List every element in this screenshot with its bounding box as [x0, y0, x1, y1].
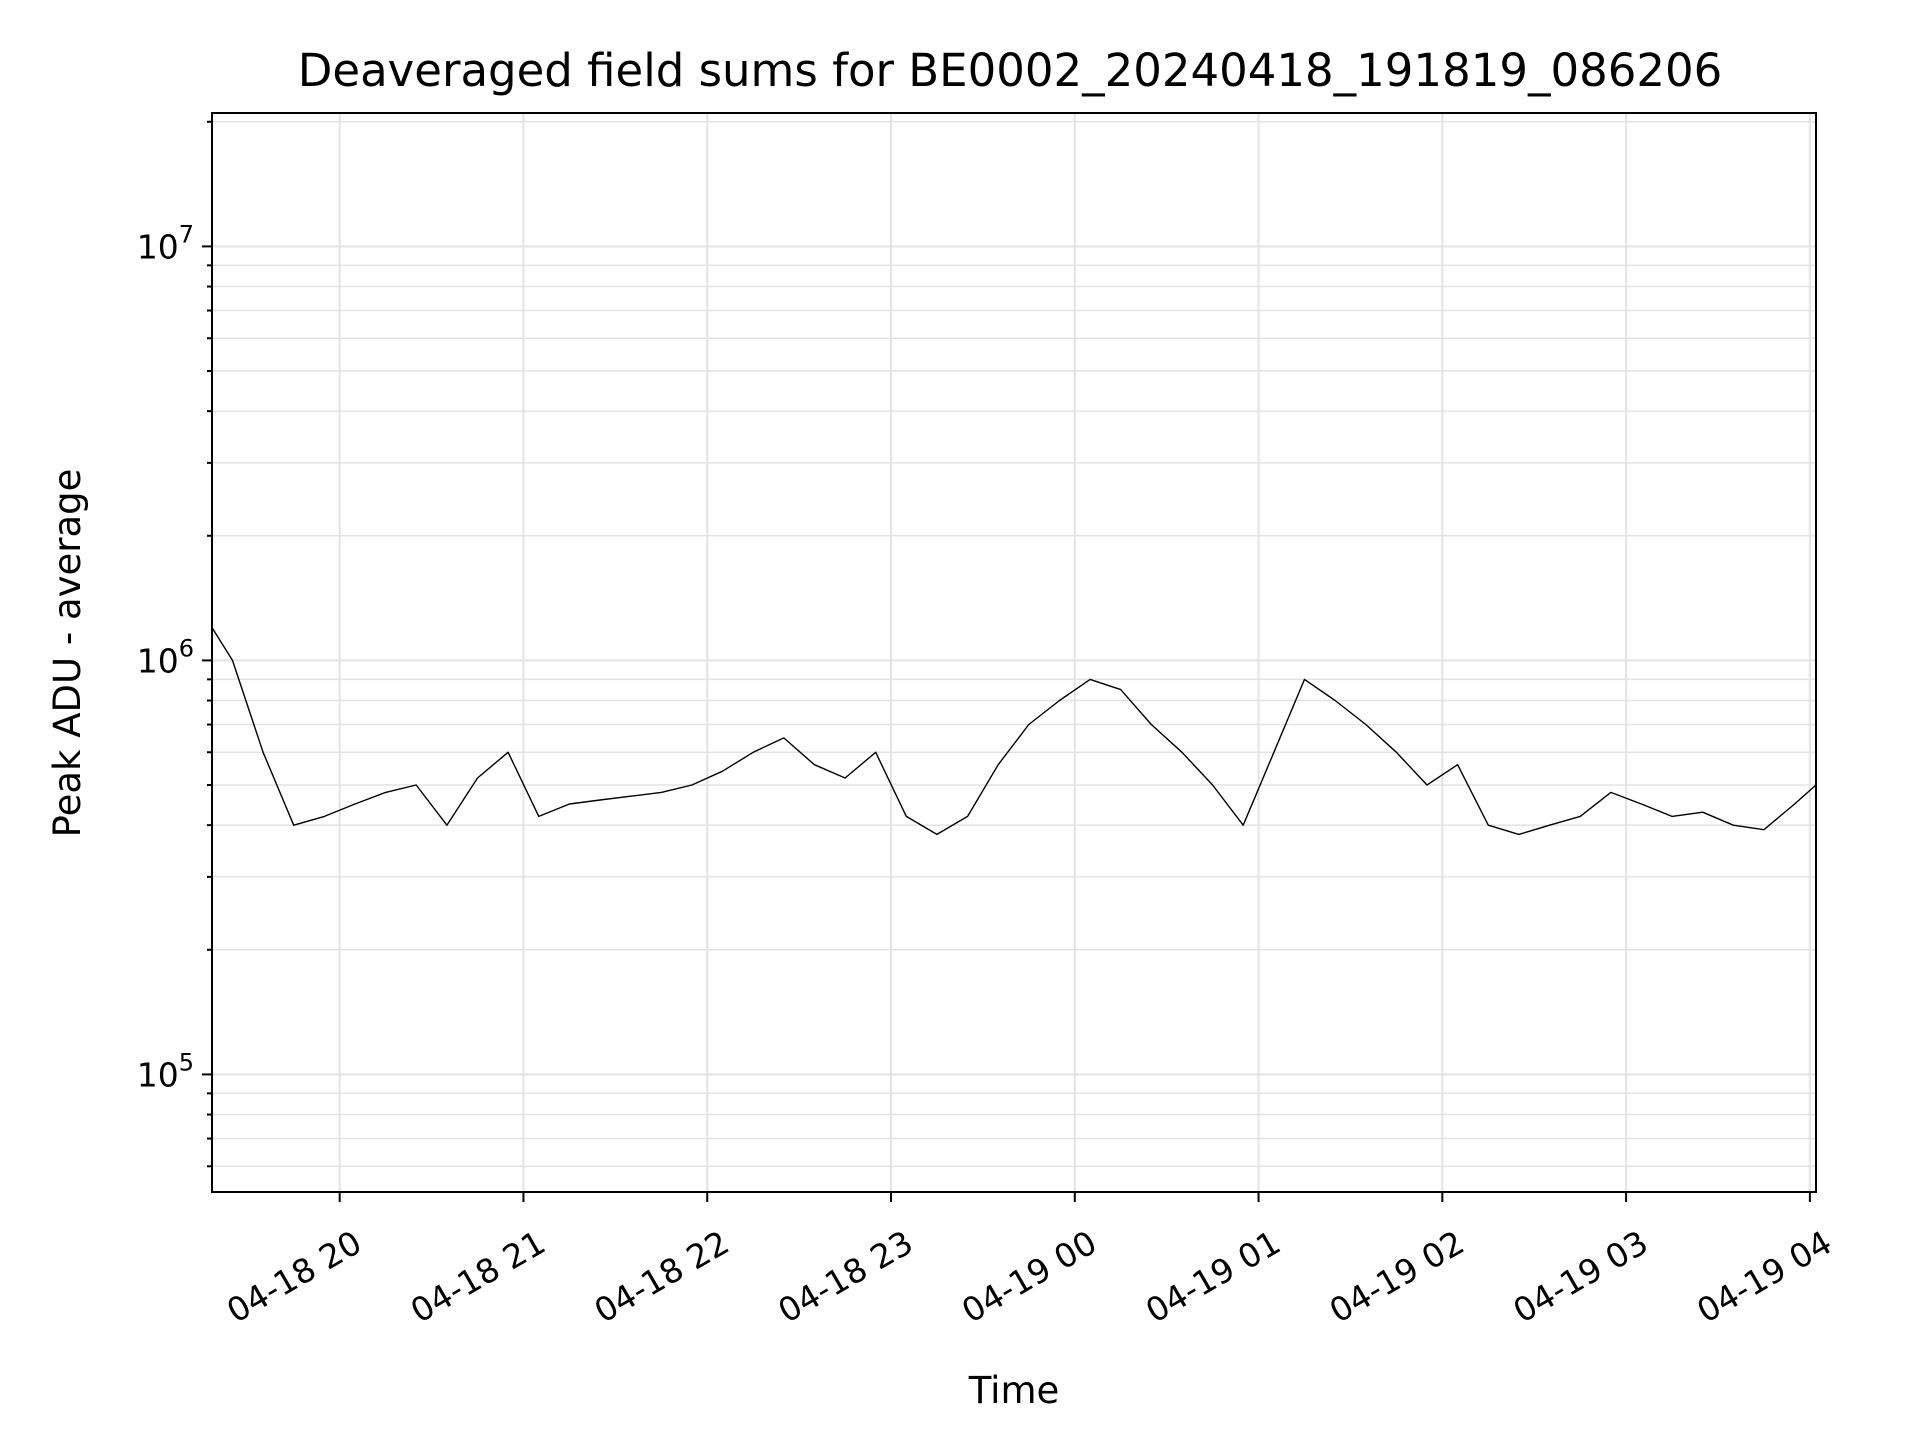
series-line: [211, 627, 1817, 836]
y-tick-label-exponent: 7: [179, 220, 194, 248]
y-tick-label: 105: [137, 1048, 194, 1094]
y-tick-label-base: 10: [137, 1055, 179, 1094]
y-tick-label-base: 10: [137, 641, 179, 680]
grid: [212, 113, 1816, 1192]
y-tick-label-exponent: 6: [179, 634, 194, 662]
y-axis-label: Peak ADU - average: [46, 469, 89, 838]
y-tick-label: 107: [137, 220, 194, 266]
x-axis-label: Time: [968, 1369, 1060, 1412]
series-group: [211, 627, 1817, 836]
y-tick-label-exponent: 5: [179, 1048, 194, 1076]
plot-frame: [211, 112, 1817, 1193]
y-tick-label: 106: [137, 634, 194, 680]
y-tick-label-base: 10: [137, 227, 179, 266]
chart-title: Deaveraged field sums for BE0002_2024041…: [298, 44, 1723, 97]
